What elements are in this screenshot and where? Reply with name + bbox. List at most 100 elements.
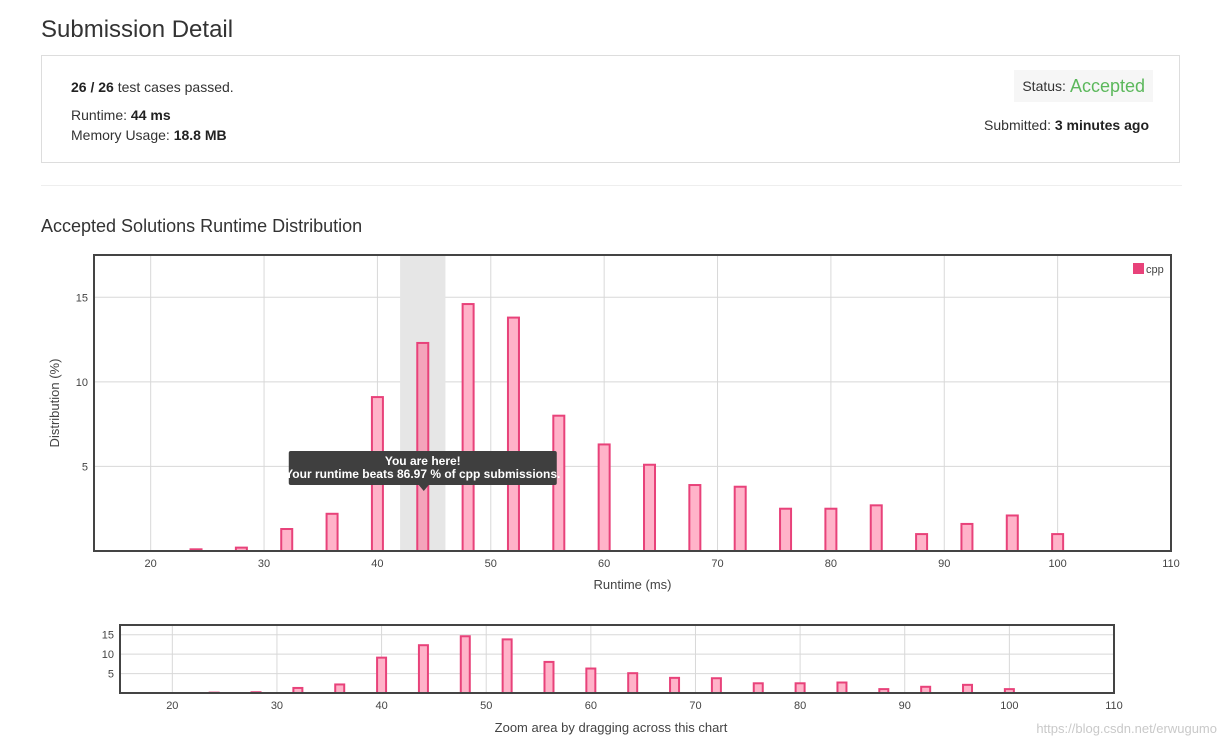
distribution-bar[interactable] bbox=[733, 485, 747, 552]
runtime-line: Runtime: 44 ms bbox=[71, 107, 171, 123]
distribution-bar[interactable] bbox=[325, 512, 339, 553]
distribution-bar[interactable] bbox=[461, 303, 475, 553]
distribution-bar[interactable] bbox=[334, 683, 346, 695]
main-bars bbox=[189, 303, 1065, 553]
memory-value: 18.8 MB bbox=[173, 127, 227, 143]
distribution-bar[interactable] bbox=[824, 507, 838, 553]
x-tick-label: 100 bbox=[1000, 700, 1018, 712]
distribution-bar[interactable] bbox=[280, 528, 294, 552]
navigator-x-ticks: 20 30 40 50 60 70 80 90 100 110 bbox=[166, 700, 1123, 712]
distribution-bar[interactable] bbox=[710, 677, 722, 695]
y-tick-label: 15 bbox=[102, 630, 114, 642]
tooltip-background bbox=[288, 451, 557, 485]
distribution-bar[interactable] bbox=[752, 682, 764, 694]
main-grid bbox=[94, 255, 1172, 551]
distribution-bar[interactable] bbox=[506, 316, 520, 552]
memory-label: Memory Usage: bbox=[71, 127, 170, 143]
distribution-bar[interactable] bbox=[779, 507, 793, 553]
distribution-bar[interactable] bbox=[1005, 514, 1019, 553]
divider bbox=[41, 185, 1182, 186]
y-tick-label: 10 bbox=[76, 377, 88, 389]
y-tick-label: 15 bbox=[76, 292, 88, 304]
main-plot-frame bbox=[93, 254, 1172, 552]
distribution-bar[interactable] bbox=[643, 463, 657, 552]
x-tick-label: 80 bbox=[794, 700, 806, 712]
x-tick-label: 40 bbox=[371, 558, 383, 570]
distribution-bar[interactable] bbox=[543, 660, 555, 695]
status-label: Status: bbox=[1022, 78, 1066, 94]
watermark: https://blog.csdn.net/erwugumo bbox=[1036, 721, 1217, 736]
navigator-y-ticks: 5 10 15 bbox=[102, 630, 114, 681]
x-tick-label: 80 bbox=[825, 558, 837, 570]
x-tick-label: 110 bbox=[1162, 558, 1180, 570]
y-tick-label: 5 bbox=[108, 669, 114, 681]
distribution-bar[interactable] bbox=[459, 635, 471, 695]
x-tick-label: 70 bbox=[711, 558, 723, 570]
distribution-bar[interactable] bbox=[688, 484, 702, 552]
total-count: 26 bbox=[98, 79, 114, 95]
status-value: Accepted bbox=[1069, 75, 1145, 96]
x-tick-label: 90 bbox=[899, 700, 911, 712]
legend-label-cpp: cpp bbox=[1146, 264, 1164, 276]
x-tick-label: 40 bbox=[375, 700, 387, 712]
chart-legend[interactable]: cpp bbox=[1133, 263, 1164, 276]
x-tick-label: 110 bbox=[1105, 700, 1123, 712]
x-tick-label: 50 bbox=[480, 700, 492, 712]
distribution-bar[interactable] bbox=[597, 443, 611, 552]
submitted-label: Submitted: bbox=[984, 117, 1051, 133]
zoom-navigator-chart[interactable]: 20 30 40 50 60 70 80 90 100 110 5 10 15 Zoom area b… bbox=[0, 618, 1227, 740]
memory-line: Memory Usage: 18.8 MB bbox=[71, 127, 227, 143]
x-axis-title: Runtime (ms) bbox=[593, 577, 671, 592]
x-tick-label: 60 bbox=[585, 700, 597, 712]
runtime-tooltip: You are here! Your runtime beats 86.97 %… bbox=[285, 451, 560, 491]
count-separator: / bbox=[90, 79, 99, 95]
submitted-line: Submitted: 3 minutes ago bbox=[984, 117, 1149, 133]
submitted-value: 3 minutes ago bbox=[1054, 117, 1149, 133]
x-tick-label: 90 bbox=[938, 558, 950, 570]
distribution-bar[interactable] bbox=[836, 681, 848, 694]
distribution-bar[interactable] bbox=[669, 676, 681, 694]
section-title: Accepted Solutions Runtime Distribution bbox=[41, 216, 363, 236]
status-badge: Status: Accepted bbox=[1014, 70, 1153, 102]
y-axis-title: Distribution (%) bbox=[47, 359, 62, 448]
runtime-label: Runtime: bbox=[71, 107, 128, 123]
runtime-value: 44 ms bbox=[130, 107, 171, 123]
x-tick-label: 50 bbox=[485, 558, 497, 570]
page-title: Submission Detail bbox=[41, 16, 234, 43]
distribution-bar[interactable] bbox=[417, 644, 429, 694]
x-tick-label: 60 bbox=[598, 558, 610, 570]
navigator-grid bbox=[120, 625, 1115, 693]
x-tick-label: 30 bbox=[271, 700, 283, 712]
submission-summary: 26 / 26 test cases passed. Runtime: 44 m… bbox=[41, 55, 1180, 163]
navigator-caption: Zoom area by dragging across this chart bbox=[495, 720, 728, 735]
x-tick-label: 30 bbox=[258, 558, 270, 570]
distribution-bar[interactable] bbox=[962, 683, 974, 694]
navigator-plot-frame bbox=[119, 624, 1115, 694]
y-tick-label: 10 bbox=[102, 649, 114, 661]
main-x-ticks: 20 30 40 50 60 70 80 90 100 110 bbox=[145, 558, 1180, 570]
distribution-bar[interactable] bbox=[1051, 533, 1065, 553]
distribution-bar[interactable] bbox=[915, 533, 929, 553]
tooltip-text: Your runtime beats 86.97 % of cpp submis… bbox=[285, 467, 560, 481]
navigator-bars bbox=[208, 635, 1015, 695]
x-tick-label: 20 bbox=[145, 558, 157, 570]
x-tick-label: 70 bbox=[689, 700, 701, 712]
distribution-bar[interactable] bbox=[627, 672, 639, 694]
distribution-bar[interactable] bbox=[869, 504, 883, 552]
distribution-bar[interactable] bbox=[376, 656, 388, 694]
legend-swatch-cpp bbox=[1133, 263, 1144, 274]
distribution-bar[interactable] bbox=[794, 682, 806, 694]
passed-count: 26 bbox=[71, 79, 87, 95]
y-tick-label: 5 bbox=[82, 461, 88, 473]
distribution-bar[interactable] bbox=[416, 341, 430, 552]
tooltip-arrow bbox=[418, 485, 429, 491]
x-tick-label: 20 bbox=[166, 700, 178, 712]
main-y-ticks: 5 10 15 bbox=[76, 292, 88, 473]
distribution-bar[interactable] bbox=[501, 638, 513, 694]
test-cases-line: 26 / 26 test cases passed. bbox=[71, 79, 234, 95]
x-tick-label: 100 bbox=[1048, 558, 1066, 570]
test-cases-text: test cases passed. bbox=[117, 79, 234, 95]
distribution-bar[interactable] bbox=[585, 667, 597, 694]
runtime-distribution-chart[interactable]: 20 30 40 50 60 70 80 90 100 110 5 10 15 Runtime (ms… bbox=[0, 246, 1227, 598]
distribution-bar[interactable] bbox=[960, 522, 974, 552]
